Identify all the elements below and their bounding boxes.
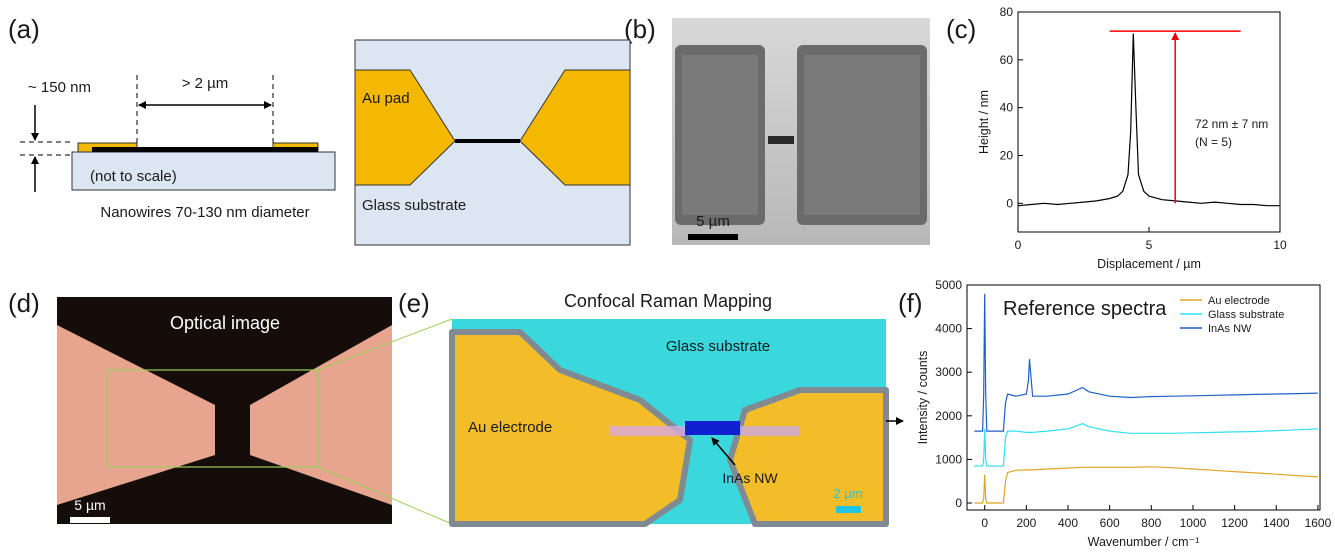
scale-label: 5 µm — [74, 497, 105, 513]
x-tick-label: 1200 — [1221, 516, 1248, 530]
map-electrode — [730, 390, 886, 524]
caption: Nanowires 70-130 nm diameter — [100, 204, 309, 221]
x-tick-label: 600 — [1100, 516, 1120, 530]
x-tick-label: 800 — [1141, 516, 1161, 530]
y-axis-label: Height / nm — [977, 90, 991, 154]
x-tick-label: 1600 — [1305, 516, 1332, 530]
nanowire — [92, 147, 318, 152]
annotation: (N = 5) — [1195, 135, 1232, 149]
scale-bar — [836, 506, 861, 513]
label: Glass substrate — [666, 338, 770, 355]
label: Au pad — [362, 90, 410, 107]
panel-label: (e) — [398, 288, 430, 318]
cross-section: ~ 150 nm > 2 µm (not to scale) Nanowires… — [20, 75, 335, 221]
panel-label: (d) — [8, 288, 40, 318]
label: Glass substrate — [362, 197, 466, 214]
figure: (a) (b) (c) (d) (e) (f) ~ 150 nm > 2 µm … — [0, 0, 1335, 552]
chart-title: Reference spectra — [1003, 298, 1167, 320]
sem-pad-face — [804, 55, 920, 215]
x-tick-label: 5 — [1146, 238, 1153, 252]
series-line — [974, 467, 1318, 503]
label: InAs NW — [722, 470, 778, 486]
x-tick-label: 10 — [1273, 238, 1287, 252]
scale-label: 5 µm — [696, 213, 730, 230]
scale-bar — [688, 234, 738, 240]
map-pixels — [610, 426, 685, 436]
map-title: Confocal Raman Mapping — [564, 291, 772, 311]
sem-nanowire — [768, 136, 794, 144]
label: > 2 µm — [182, 75, 229, 92]
legend-label: Glass substrate — [1208, 309, 1284, 321]
series-line — [974, 424, 1318, 466]
y-tick-label: 4000 — [935, 322, 962, 336]
y-tick-label: 20 — [1000, 148, 1014, 162]
x-tick-label: 1400 — [1263, 516, 1290, 530]
x-tick-label: 1000 — [1180, 516, 1207, 530]
legend-label: Au electrode — [1208, 295, 1270, 307]
y-tick-label: 1000 — [935, 452, 962, 466]
x-axis-label: Displacement / µm — [1097, 257, 1201, 271]
legend-label: InAs NW — [1208, 323, 1252, 335]
y-tick-label: 0 — [955, 496, 962, 510]
sem-pad-face — [682, 55, 758, 215]
y-tick-label: 40 — [1000, 101, 1014, 115]
x-tick-label: 0 — [1015, 238, 1022, 252]
x-axis-label: Wavenumber / cm⁻¹ — [1088, 535, 1200, 549]
raman-map: Confocal Raman Mapping Glass substrate A… — [452, 291, 886, 524]
y-axis-label: Intensity / counts — [916, 351, 930, 445]
label: (not to scale) — [90, 168, 177, 185]
y-tick-label: 5000 — [935, 278, 962, 292]
annotation: 72 nm ± 7 nm — [1195, 117, 1268, 131]
y-tick-label: 2000 — [935, 409, 962, 423]
panel-label: (c) — [946, 14, 976, 44]
map-pixels — [740, 426, 800, 436]
x-tick-label: 400 — [1058, 516, 1078, 530]
top-view: Au pad Glass substrate — [355, 40, 630, 245]
map-nanowire — [685, 421, 740, 435]
panel-label: (a) — [8, 14, 40, 44]
panel-label: (f) — [898, 288, 923, 318]
optical-image: Optical image 5 µm — [57, 297, 392, 524]
label: Au electrode — [468, 419, 552, 436]
x-tick-label: 200 — [1016, 516, 1036, 530]
y-tick-label: 80 — [1000, 5, 1014, 19]
scale-bar — [70, 517, 110, 523]
scale-label: 2 µm — [833, 486, 862, 501]
y-tick-label: 60 — [1000, 53, 1014, 67]
sem-image: 5 µm — [672, 18, 930, 245]
x-tick-label: 0 — [981, 516, 988, 530]
y-tick-label: 0 — [1006, 196, 1013, 210]
label: ~ 150 nm — [28, 79, 91, 96]
image-title: Optical image — [170, 313, 280, 333]
y-tick-label: 3000 — [935, 365, 962, 379]
